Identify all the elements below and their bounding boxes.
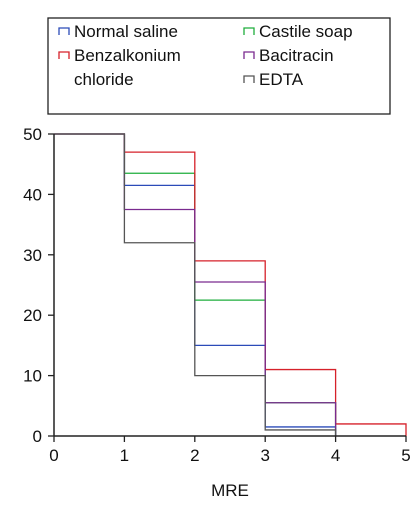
- legend-item-normal-saline: Normal saline: [58, 22, 178, 41]
- x-tick-label: 0: [49, 446, 58, 465]
- y-tick-label: 30: [23, 246, 42, 265]
- legend-label: Castile soap: [259, 22, 353, 41]
- series-line-benzalkonium-chloride: [54, 133, 407, 436]
- y-tick-label: 20: [23, 306, 42, 325]
- legend-item-edta: EDTA: [243, 70, 304, 89]
- legend-box: [47, 17, 391, 115]
- legend-label-line: chloride: [74, 70, 134, 89]
- x-tick-label: 3: [260, 446, 269, 465]
- legend-label: Normal saline: [74, 22, 178, 41]
- x-tick-label: 1: [120, 446, 129, 465]
- series-line-edta: [54, 133, 337, 436]
- y-tick-label: 10: [23, 367, 42, 386]
- legend-swatch: [243, 27, 255, 35]
- legend-swatch: [243, 51, 255, 59]
- legend-swatch: [58, 27, 70, 35]
- y-tick-label: 40: [23, 185, 42, 204]
- legend-item-benzalkonium-chloride: Benzalkonium chloride: [58, 46, 181, 89]
- x-tick-label: 2: [190, 446, 199, 465]
- y-tick-label: 0: [33, 427, 42, 446]
- legend-label: Benzalkonium chloride: [74, 46, 181, 89]
- x-ticks: 0 1 2 3 4 5: [49, 436, 411, 465]
- x-axis-title: MRE: [211, 481, 249, 500]
- legend: Normal saline Castile soap Benzalkonium chl…: [47, 17, 391, 115]
- legend-swatch: [58, 51, 70, 59]
- legend-item-bacitracin: Bacitracin: [243, 46, 334, 65]
- plot-area: 0 1 2 3 4 5 0 10 20 30 40 50: [23, 125, 411, 465]
- y-tick-label: 50: [23, 125, 42, 144]
- legend-label: EDTA: [259, 70, 304, 89]
- legend-label: Bacitracin: [259, 46, 334, 65]
- x-tick-label: 4: [331, 446, 340, 465]
- y-ticks: 0 10 20 30 40 50: [23, 125, 54, 446]
- legend-item-castile-soap: Castile soap: [243, 22, 353, 41]
- x-tick-label: 5: [401, 446, 410, 465]
- series-group: [54, 133, 407, 436]
- legend-label-line: Benzalkonium: [74, 46, 181, 65]
- legend-swatch: [243, 75, 255, 83]
